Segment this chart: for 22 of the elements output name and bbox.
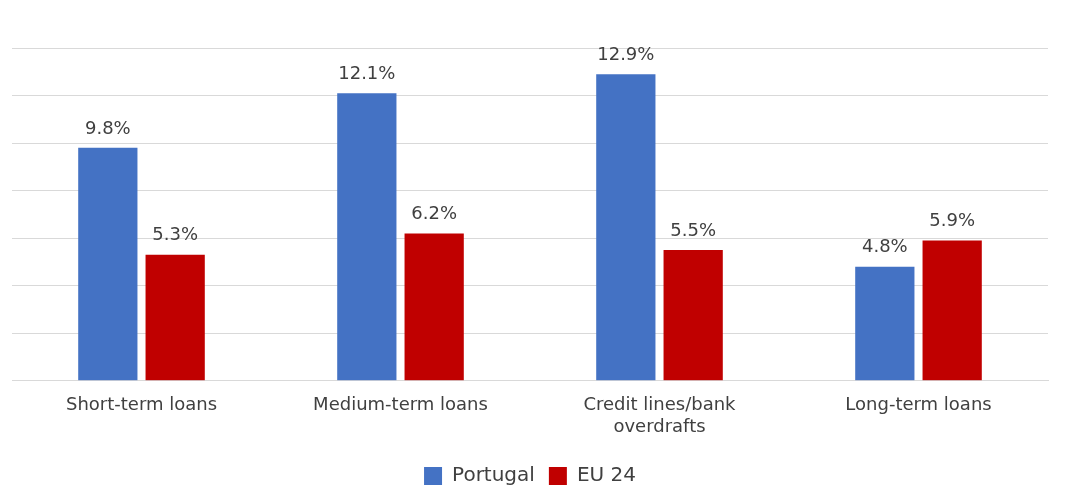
data-label: 6.2% [411, 202, 458, 224]
data-label: 9.8% [84, 116, 131, 138]
data-label: 4.8% [861, 235, 908, 257]
x-tick-label: Credit lines/bank overdrafts [583, 393, 737, 436]
bar [337, 93, 397, 381]
data-label: 5.5% [670, 218, 717, 240]
bar [596, 74, 656, 381]
data-label: 5.3% [152, 223, 199, 245]
bar [404, 233, 464, 381]
legend-label: Portugal [452, 462, 535, 487]
bar [855, 266, 915, 381]
data-label: 12.1% [338, 61, 396, 83]
data-label: 5.9% [929, 209, 976, 231]
legend-label: EU 24 [576, 462, 636, 487]
bar [922, 240, 982, 381]
data-label: 12.9% [597, 42, 655, 64]
bar [78, 147, 138, 381]
x-tick-label: Long-term loans [845, 393, 992, 415]
x-tick-label: Medium-term loans [313, 393, 488, 415]
bar [663, 250, 723, 381]
x-tick-label: Short-term loans [65, 393, 218, 415]
bar [145, 254, 205, 381]
